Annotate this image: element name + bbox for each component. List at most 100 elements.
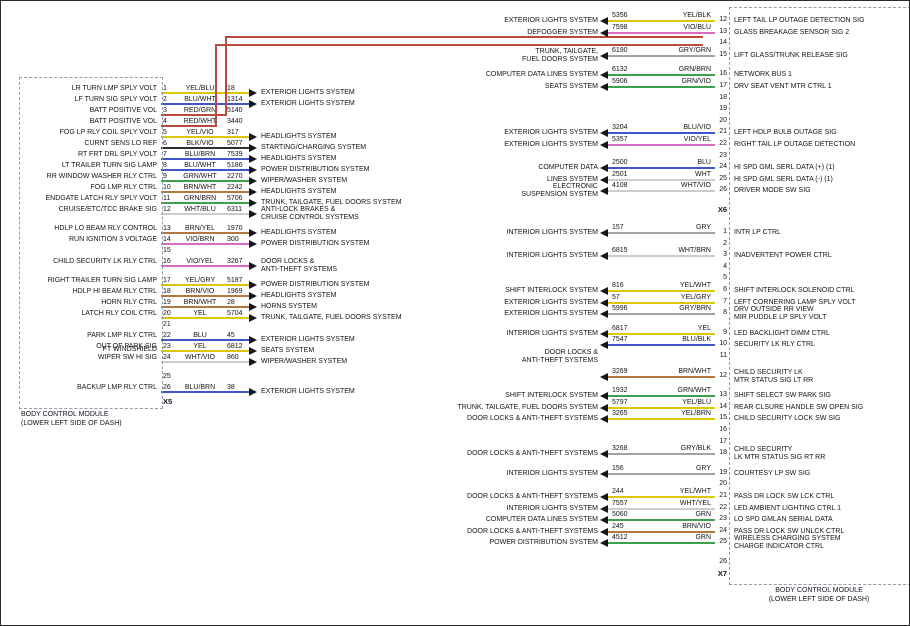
flow-arrow-icon	[600, 516, 608, 525]
system-ref-label: TRUNK, TAILGATE, FUEL DOORS SYSTEM	[522, 47, 598, 63]
bcm-signal-label: LO SPD GMLAN SERIAL DATA	[734, 516, 833, 524]
flow-arrow-icon	[600, 28, 608, 37]
flow-arrow-icon	[600, 310, 608, 319]
pin-number: 12	[719, 16, 727, 23]
pin-number: 9	[163, 173, 167, 180]
wire-color-label: RED/WHT	[183, 118, 217, 125]
wire-circuit-number: 4108	[612, 182, 628, 190]
connector-tag: X5	[163, 397, 173, 406]
wire-color-label: GRN	[695, 511, 711, 519]
bcm-signal-label: INADVERTENT POWER CTRL	[734, 252, 832, 260]
wire-color-label: BRN/WHT	[678, 367, 711, 375]
wire-circuit-number: 5706	[227, 195, 243, 202]
connector-tag: X7	[717, 568, 727, 578]
wire-color-label: YEL/WHT	[679, 282, 711, 289]
pin-number: 18	[719, 449, 727, 457]
flow-arrow-icon	[249, 292, 257, 300]
wire-line	[608, 190, 715, 193]
wire-circuit-number: 38	[227, 384, 235, 391]
flow-arrow-icon	[249, 347, 257, 355]
flow-arrow-icon	[600, 83, 608, 91]
system-ref-label: HORNS SYSTEM	[261, 303, 318, 310]
pin-number: 15	[719, 50, 727, 58]
module-pin-label: LR TURN LMP SPLY VOLT	[71, 85, 157, 92]
wire-circuit-number: 816	[612, 282, 624, 289]
flow-arrow-icon	[600, 71, 608, 80]
battery-feed-line	[161, 114, 227, 116]
system-ref-label: INTERIOR LIGHTS SYSTEM	[506, 252, 598, 260]
wire-circuit-number: 2242	[227, 184, 243, 191]
flow-arrow-icon	[600, 392, 608, 401]
wire-color-label: GRY/GRN	[678, 46, 711, 54]
flow-arrow-icon	[249, 388, 257, 396]
wire-color-label: GRY	[695, 464, 711, 472]
wire-circuit-number: 4512	[612, 534, 628, 542]
system-ref-label: INTERIOR LIGHTS SYSTEM	[506, 504, 598, 512]
flow-arrow-icon	[249, 281, 257, 289]
wire-circuit-number: 1970	[227, 225, 243, 232]
wire-circuit-number: 3267	[227, 258, 243, 265]
wire-circuit-number: 57	[612, 293, 620, 301]
wire-color-label: BLU/VIO	[683, 124, 711, 132]
flow-arrow-icon	[600, 187, 608, 196]
flow-arrow-icon	[600, 415, 608, 424]
wire-circuit-number: 2501	[612, 170, 628, 178]
pin-number: 8	[163, 162, 167, 169]
system-ref-label: SHIFT INTERLOCK SYSTEM	[505, 287, 598, 294]
system-ref-label: SEATS SYSTEM	[544, 83, 598, 90]
bcm-signal-label: DRV OUTSIDE RR VIEW MIR PUDDLE LP SPLY V…	[734, 306, 827, 322]
wire-color-label: BLU	[697, 159, 711, 167]
module-pin-label: FOG LP RLY COIL SPLY VOLT	[59, 129, 157, 136]
wire-color-label: WHT/VIO	[681, 182, 711, 190]
bcm-signal-label: LED BACKLIGHT DIMM CTRL	[734, 329, 830, 337]
pin-number: 21	[719, 128, 727, 136]
bcm-signal-label: LIFT GLASS/TRUNK RELEASE SIG	[734, 51, 848, 59]
system-ref-label: ELECTRONIC SUSPENSION SYSTEM	[521, 183, 598, 199]
flow-arrow-icon	[249, 188, 257, 196]
flow-arrow-icon	[249, 262, 257, 270]
wire-circuit-number: 5077	[227, 140, 243, 147]
wire-color-label: YEL	[193, 343, 207, 350]
module-pin-label: PARK LMP RLY CTRL	[87, 332, 157, 339]
connector-tag: X6	[717, 205, 727, 214]
wire-line	[161, 191, 249, 193]
wire-circuit-number: 3204	[612, 124, 628, 132]
wire-color-label: BRN/WHT	[183, 184, 217, 191]
wire-line	[608, 144, 715, 146]
wire-color-label: VIO/BRN	[185, 236, 215, 243]
wire-circuit-number: 5060	[612, 511, 628, 519]
pin-number: 24	[163, 354, 171, 361]
wire-line	[608, 301, 715, 304]
pin-number: 14	[719, 39, 727, 47]
battery-feed-line	[161, 125, 217, 127]
flow-arrow-icon	[600, 17, 608, 25]
wire-line	[608, 313, 715, 316]
pin-number: 12	[163, 206, 171, 213]
system-ref-label: LINES SYSTEM	[547, 175, 598, 183]
pin-number: 11	[163, 195, 171, 202]
battery-feed-line	[215, 44, 217, 127]
wire-line	[608, 332, 715, 335]
pin-number: 20	[719, 116, 727, 124]
system-ref-label: POWER DISTRIBUTION SYSTEM	[261, 281, 370, 288]
wire-circuit-number: 5797	[612, 398, 628, 406]
pin-number: 21	[719, 492, 727, 499]
wire-color-label: YEL/VIO	[186, 129, 214, 136]
pin-number: 19	[163, 299, 171, 306]
module-pin-label: RUN IGNITION 3 VOLTAGE	[68, 236, 157, 243]
pin-number: 23	[719, 515, 727, 523]
wire-circuit-number: 6190	[612, 46, 628, 54]
module-pin-label: LF TURN SIG SPLY VOLT	[74, 96, 157, 103]
wire-line	[608, 167, 715, 170]
wire-color-label: BRN/VIO	[185, 288, 215, 295]
system-ref-label: EXTERIOR LIGHTS SYSTEM	[504, 298, 598, 306]
flow-arrow-icon	[249, 177, 257, 185]
flow-arrow-icon	[600, 341, 608, 350]
wire-line	[608, 132, 715, 135]
flow-arrow-icon	[600, 469, 608, 478]
wire-color-label: YEL/GRY	[184, 277, 216, 284]
wire-circuit-number: 3265	[612, 410, 628, 418]
wire-color-label: BLK/VIO	[186, 140, 214, 147]
wire-line	[161, 339, 249, 341]
